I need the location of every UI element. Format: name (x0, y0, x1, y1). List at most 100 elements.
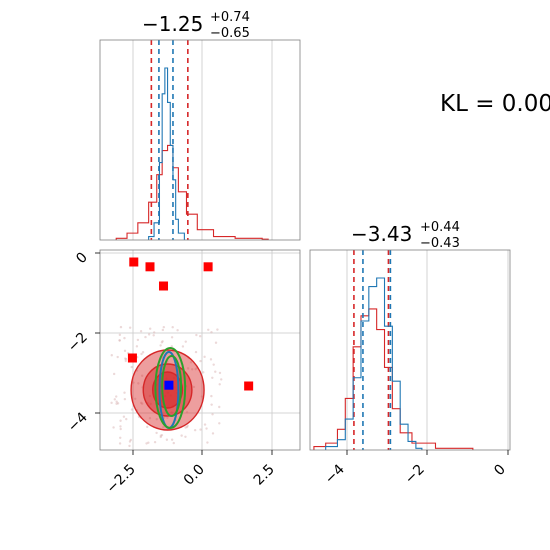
scatter-point (134, 397, 137, 400)
scatter-point (123, 336, 126, 340)
scatter-point (137, 382, 140, 385)
scatter-point (203, 423, 207, 426)
scatter-point (185, 411, 189, 414)
scatter-point (130, 365, 133, 369)
scatter-point (146, 425, 149, 429)
scatter-point (113, 398, 117, 401)
scatter-point (140, 374, 144, 377)
scatter-point (214, 341, 218, 344)
scatter-point (139, 330, 143, 333)
scatter-point (202, 371, 205, 374)
scatter-point (118, 442, 122, 445)
scatter-point (170, 438, 174, 441)
red-square-marker (145, 262, 155, 272)
x-tick-label: 2.5 (251, 462, 278, 489)
contour-4 (161, 355, 183, 417)
scatter-point (192, 385, 196, 389)
scatter-point (119, 427, 122, 431)
scatter-point (203, 355, 206, 359)
frame-bottom-right (309, 249, 511, 451)
scatter-point (161, 328, 165, 332)
scatter-point (115, 395, 118, 398)
x-tick-label: −2.5 (103, 462, 138, 497)
scatter-point (123, 391, 126, 394)
scatter-point (132, 381, 135, 384)
red-square-marker (203, 262, 213, 272)
title-bottom-right-minus: −0.43 (420, 236, 460, 251)
hist-series-0 (313, 308, 474, 450)
scatter-point (124, 359, 127, 363)
x-tick-label: −2 (402, 462, 428, 488)
scatter-point (155, 431, 158, 435)
scatter-point (122, 415, 126, 418)
scatter-point (148, 327, 152, 330)
scatter-point (124, 357, 128, 361)
scatter-point (180, 434, 183, 437)
scatter-point (209, 358, 213, 361)
scatter-point (210, 331, 213, 334)
scatter-point (140, 352, 143, 356)
scatter-point (162, 325, 166, 329)
title-bottom-right: −3.43 (351, 222, 412, 246)
scatter-point (152, 334, 155, 337)
scatter-point (155, 418, 158, 421)
scatter-point (186, 424, 189, 427)
scatter-point (136, 338, 140, 342)
scatter-point (195, 333, 198, 337)
scatter-point (165, 438, 169, 441)
scatter-point (211, 432, 215, 435)
hist-series-0 (115, 144, 269, 240)
scatter-point (148, 416, 152, 420)
scatter-point (199, 428, 202, 431)
panel-bottom-right: −3.43 +0.44 −0.43 −4 −2 0 (309, 220, 511, 488)
scatter-point (123, 397, 127, 401)
scatter-point (112, 426, 115, 429)
scatter-point (218, 371, 222, 375)
scatter-point (170, 345, 173, 348)
scatter-point (214, 370, 217, 373)
title-top-left-plus: +0.74 (210, 10, 250, 25)
blue-square-marker (164, 380, 174, 390)
scatter-point (147, 333, 151, 336)
scatter-point (198, 335, 202, 338)
red-square-marker (129, 257, 139, 267)
scatter-point (119, 325, 123, 329)
scatter-point (170, 336, 174, 339)
scatter-point (135, 345, 139, 348)
scatter-point (112, 372, 116, 376)
scatter-point (194, 350, 198, 354)
title-top-left: −1.25 (142, 12, 203, 36)
red-square-marker (127, 353, 137, 363)
scatter-point (128, 440, 132, 443)
scatter-point (171, 326, 174, 329)
scatter-point (184, 435, 187, 439)
scatter-point (186, 367, 190, 370)
hist-series-1 (325, 277, 423, 450)
scatter-point (115, 402, 118, 405)
scatter-point (144, 335, 147, 339)
kl-annotation: KL = 0.00 (440, 91, 550, 117)
scatter-point (141, 351, 145, 354)
scatter-point (125, 417, 128, 421)
scatter-point (184, 340, 187, 343)
scatter-point (218, 422, 221, 425)
scatter-point (162, 426, 165, 429)
scatter-point (218, 383, 221, 386)
scatter-point (140, 402, 144, 405)
scatter-point (118, 339, 121, 342)
scatter-point (119, 419, 122, 422)
scatter-point (163, 416, 166, 419)
scatter-point (184, 426, 187, 429)
scatter-point (218, 405, 221, 409)
frame-bottom-left (99, 249, 301, 451)
scatter-point (211, 413, 214, 416)
scatter-point (212, 363, 215, 366)
scatter-point (110, 354, 113, 357)
scatter-point (211, 376, 214, 379)
scatter-point (128, 444, 131, 448)
x-tick-label: 0.0 (181, 462, 208, 489)
title-top-left-minus: −0.65 (210, 26, 250, 41)
scatter-point (128, 326, 132, 329)
scatter-point (210, 403, 213, 406)
scatter-point (200, 395, 204, 398)
